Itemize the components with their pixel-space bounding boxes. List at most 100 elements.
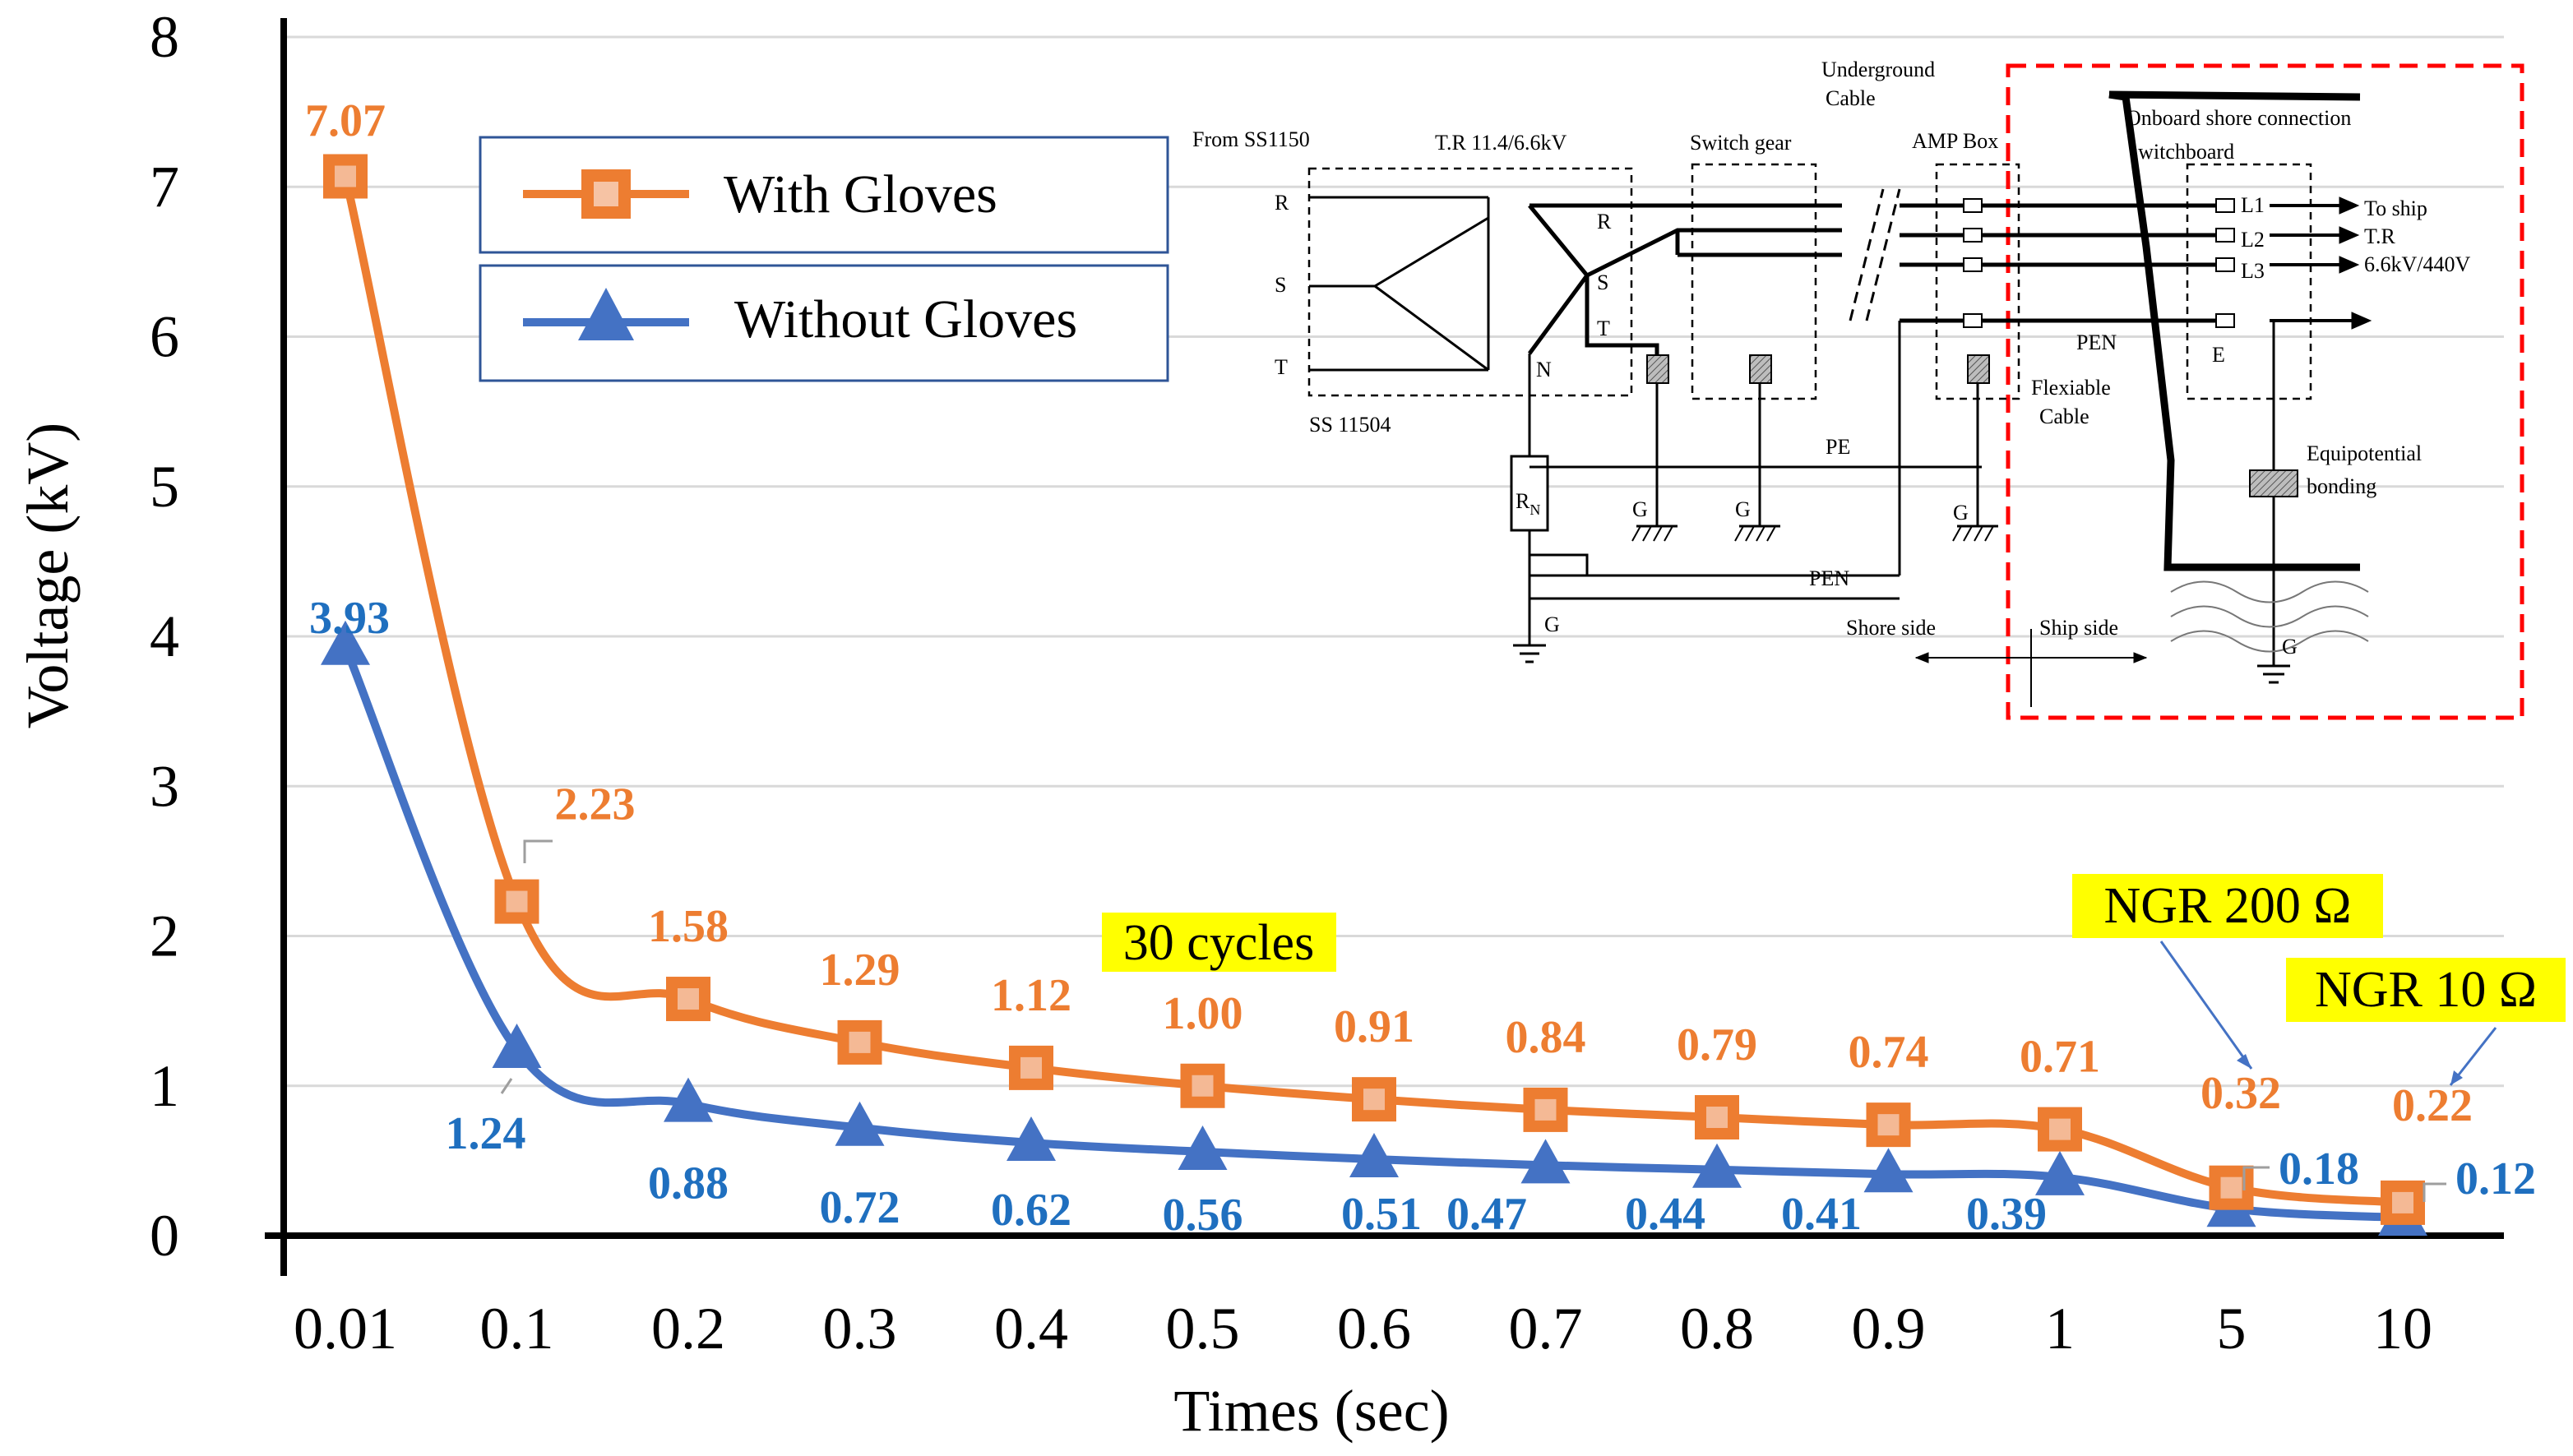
inset-l1: L1 [2241, 193, 2265, 217]
x-tick-label: 0.1 [480, 1296, 554, 1361]
marker-square-inner [2220, 1176, 2242, 1199]
inset-flex-2: Cable [2039, 404, 2089, 428]
inset-pen2: PEN [1809, 566, 1849, 590]
marker-square-inner [1534, 1098, 1557, 1121]
marker-square-inner [2392, 1191, 2413, 1213]
data-label-with-gloves: 1.00 [1163, 988, 1243, 1039]
marker-triangle [835, 1101, 885, 1146]
y-tick-label: 4 [150, 603, 179, 669]
data-label-without-gloves: 1.24 [446, 1108, 526, 1159]
leader-lines [500, 839, 2446, 1202]
ss-box [1307, 167, 1633, 397]
y-tick-label: 2 [150, 904, 179, 969]
y-tick-label: 8 [150, 4, 179, 70]
x-tick-label: 0.2 [651, 1296, 725, 1361]
marker-triangle [1692, 1143, 1742, 1188]
data-label-with-gloves: 0.71 [2020, 1032, 2100, 1083]
marker-square-inner [506, 890, 528, 913]
switchboard-box [2186, 163, 2312, 400]
x-tick-label: 0.9 [1852, 1296, 1926, 1361]
x-tick-label: 0.01 [294, 1296, 397, 1361]
inset-flex-1: Flexiable [2031, 376, 2111, 400]
marker-triangle [1007, 1116, 1056, 1162]
y-tick-labels: 0 1 2 3 4 5 6 7 8 [150, 4, 179, 1269]
inset-e: E [2212, 343, 2225, 367]
data-label-with-gloves: 0.84 [1506, 1012, 1586, 1063]
annotations: 30 cycles NGR 200 Ω NGR 10 Ω [1102, 874, 2566, 1086]
data-label-without-gloves: 0.39 [1966, 1189, 2047, 1240]
data-label-with-gloves: 0.79 [1677, 1019, 1757, 1070]
y-tick-label: 5 [150, 454, 179, 520]
marker-square-inner [678, 988, 699, 1010]
x-tick-label: 10 [2373, 1296, 2432, 1361]
inset-onboard-1: Onboard shore connection [2126, 106, 2351, 130]
inset-tr: T.R 11.4/6.6kV [1435, 131, 1567, 155]
inset-to-ship: To ship [2364, 196, 2427, 220]
data-labels: 7.07 2.23 1.58 1.29 1.12 1.00 0.91 0.84 0.79 0.74… [305, 95, 2536, 1241]
x-axis-title: Times (sec) [1173, 1378, 1449, 1444]
inset-g3: G [1953, 501, 1969, 525]
inset-from-ss: From SS1150 [1192, 127, 1310, 151]
inset-l3: L3 [2241, 259, 2265, 283]
onboard-frame [2006, 63, 2524, 720]
arrow-ngr-200 [2159, 941, 2253, 1070]
legend-label-with-gloves: With Gloves [724, 164, 997, 224]
legend-label-without-gloves: Without Gloves [734, 289, 1077, 349]
marker-triangle [1520, 1139, 1571, 1184]
data-label-without-gloves: 0.41 [1781, 1189, 1862, 1240]
data-label-without-gloves: 0.51 [1341, 1189, 1422, 1240]
inset-onboard-2: switchboard [2130, 140, 2234, 164]
annotation-ngr-10: NGR 10 Ω [2315, 962, 2537, 1018]
marker-triangle [1863, 1148, 1914, 1193]
data-label-without-gloves: 0.47 [1446, 1189, 1527, 1240]
marker-triangle [2035, 1150, 2085, 1195]
x-tick-label: 0.5 [1166, 1296, 1240, 1361]
marker-triangle [1178, 1125, 1228, 1170]
inset-rn: RN [1516, 489, 1540, 518]
inset-underground-1: Underground [1821, 58, 1935, 81]
inset-equip-2: bonding [2307, 474, 2376, 498]
marker-triangle [664, 1077, 713, 1122]
data-label-without-gloves: 0.44 [1625, 1189, 1705, 1240]
y-tick-label: 3 [150, 753, 179, 819]
marker-square-inner [1877, 1114, 1900, 1136]
x-tick-label: 1 [2045, 1296, 2075, 1361]
marker-square-inner [1020, 1056, 1042, 1079]
inset-amp-box: AMP Box [1912, 129, 1998, 153]
inset-r: R [1275, 191, 1289, 215]
highlight-30-cycles [1102, 913, 1336, 972]
markers-with-gloves [323, 154, 2425, 1225]
data-label-with-gloves: 1.29 [820, 945, 900, 996]
inset-circuit-diagram: From SS1150 T.R 11.4/6.6kV Switch gear U… [1192, 58, 2524, 720]
inset-g4: G [1544, 612, 1560, 636]
data-label-with-gloves: 0.22 [2392, 1080, 2473, 1131]
data-label-with-gloves: 0.74 [1849, 1027, 1929, 1078]
data-label-without-gloves: 0.18 [2279, 1144, 2359, 1195]
inset-t2: T [1597, 317, 1610, 340]
data-label-without-gloves: 0.62 [991, 1185, 1071, 1236]
inset-shore-side: Shore side [1846, 616, 1936, 640]
inset-r2: R [1597, 210, 1612, 233]
inset-s: S [1275, 273, 1286, 297]
marker-square-inner [1706, 1107, 1728, 1129]
data-label-without-gloves: 0.56 [1163, 1190, 1243, 1241]
x-tick-label: 0.4 [994, 1296, 1068, 1361]
inset-ss-bottom: SS 11504 [1309, 413, 1391, 437]
x-tick-labels: 0.01 0.1 0.2 0.3 0.4 0.5 0.6 0.7 0.8 0.9 1 5 10 [294, 1296, 2432, 1361]
inset-pen1: PEN [2076, 330, 2117, 354]
marker-square-inner [1363, 1089, 1385, 1111]
marker-square-inner [2049, 1118, 2071, 1140]
inset-n: N [1536, 358, 1552, 381]
y-axis-title: Voltage (kV) [15, 423, 81, 729]
data-label-with-gloves: 0.32 [2200, 1068, 2281, 1119]
y-tick-label: 7 [150, 154, 179, 220]
y-tick-label: 6 [150, 304, 179, 370]
inset-g5: G [2282, 635, 2298, 659]
marker-triangle [321, 620, 370, 665]
inset-l2: L2 [2241, 228, 2265, 252]
marker-triangle [1349, 1133, 1399, 1178]
data-label-without-gloves: 0.88 [648, 1158, 729, 1209]
x-tick-label: 0.6 [1337, 1296, 1411, 1361]
data-label-with-gloves: 0.91 [1334, 1001, 1414, 1052]
data-label-with-gloves: 7.07 [305, 95, 386, 146]
